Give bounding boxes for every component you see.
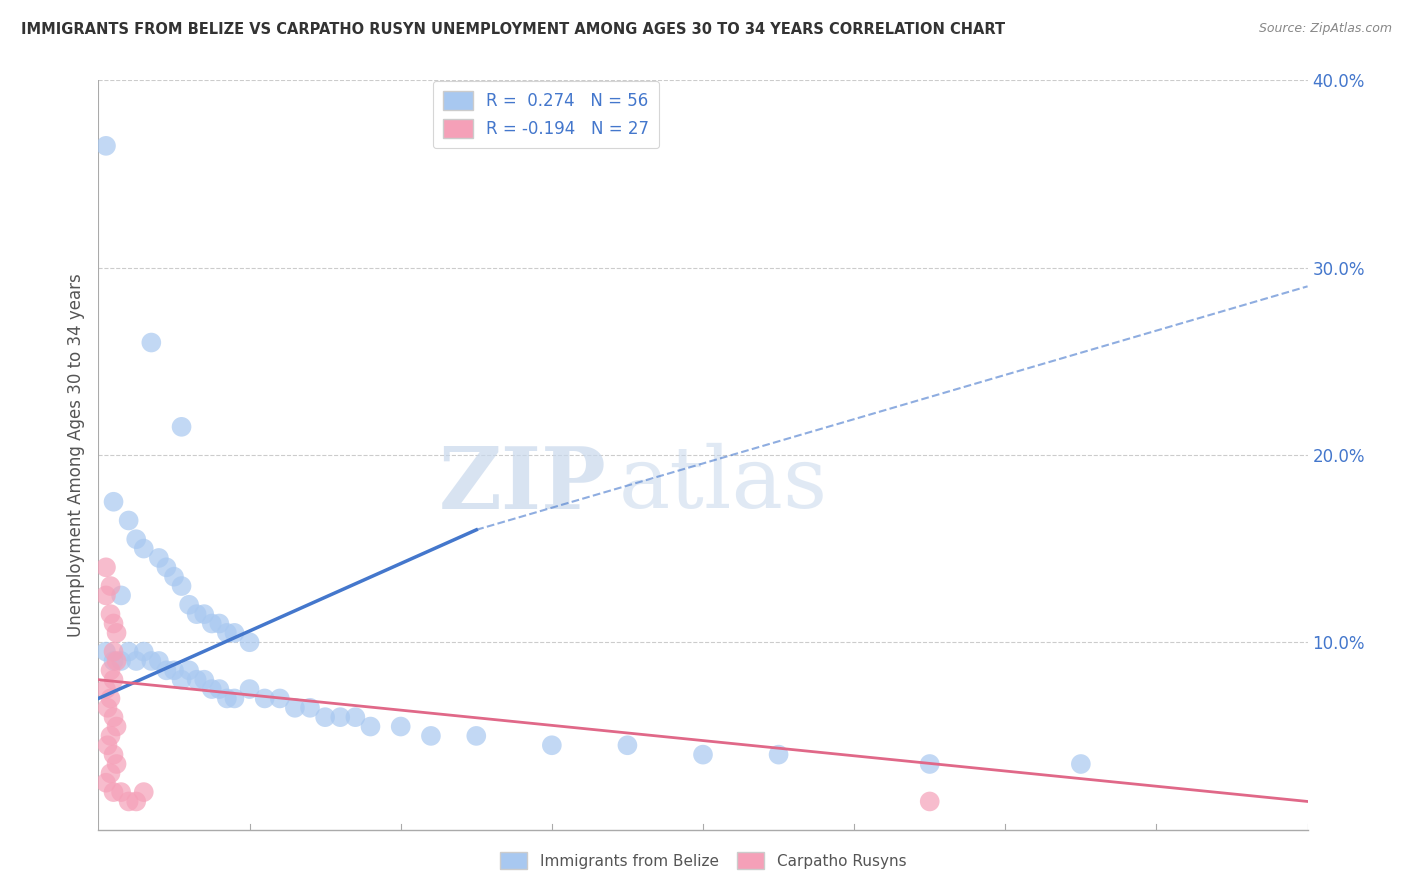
Point: [100, 664, 122, 678]
Point: [132, 541, 155, 556]
Point: [148, 654, 170, 668]
Point: [224, 691, 246, 706]
Point: [110, 785, 132, 799]
Point: [163, 570, 186, 584]
Point: [125, 795, 148, 809]
Point: [215, 626, 238, 640]
Point: [103, 785, 125, 799]
Point: [125, 654, 148, 668]
Point: [201, 682, 224, 697]
Point: [110, 654, 132, 668]
Point: [103, 747, 125, 762]
Point: [389, 719, 412, 733]
Point: [540, 739, 562, 753]
Point: [125, 532, 148, 546]
Point: [105, 654, 128, 668]
Point: [94, 589, 117, 603]
Point: [329, 710, 352, 724]
Point: [103, 494, 125, 508]
Point: [103, 673, 125, 687]
Point: [163, 664, 186, 678]
Point: [193, 607, 215, 621]
Point: [100, 729, 122, 743]
Point: [616, 739, 638, 753]
Point: [420, 729, 443, 743]
Point: [360, 719, 382, 733]
Point: [118, 514, 141, 528]
Point: [186, 673, 208, 687]
Point: [155, 560, 177, 574]
Text: ZIP: ZIP: [439, 443, 606, 527]
Point: [193, 673, 215, 687]
Point: [105, 756, 128, 771]
Point: [103, 616, 125, 631]
Point: [148, 551, 170, 566]
Text: atlas: atlas: [619, 443, 828, 526]
Point: [100, 579, 122, 593]
Point: [132, 644, 155, 658]
Point: [103, 654, 125, 668]
Text: IMMIGRANTS FROM BELIZE VS CARPATHO RUSYN UNEMPLOYMENT AMONG AGES 30 TO 34 YEARS : IMMIGRANTS FROM BELIZE VS CARPATHO RUSYN…: [21, 22, 1005, 37]
Point: [170, 420, 193, 434]
Point: [179, 664, 201, 678]
Point: [170, 673, 193, 687]
Point: [269, 691, 291, 706]
Point: [768, 747, 790, 762]
Point: [141, 335, 163, 350]
Legend: R =  0.274   N = 56, R = -0.194   N = 27: R = 0.274 N = 56, R = -0.194 N = 27: [433, 81, 659, 148]
Point: [170, 579, 193, 593]
Point: [110, 589, 132, 603]
Point: [105, 626, 128, 640]
Point: [100, 691, 122, 706]
Point: [692, 747, 714, 762]
Point: [299, 701, 322, 715]
Point: [224, 626, 246, 640]
Point: [96, 739, 118, 753]
Point: [118, 644, 141, 658]
Point: [103, 644, 125, 658]
Point: [103, 710, 125, 724]
Point: [201, 616, 224, 631]
Point: [215, 691, 238, 706]
Point: [100, 607, 122, 621]
Point: [105, 719, 128, 733]
Point: [132, 785, 155, 799]
Point: [1070, 756, 1092, 771]
Point: [96, 701, 118, 715]
Point: [179, 598, 201, 612]
Point: [918, 756, 941, 771]
Text: Source: ZipAtlas.com: Source: ZipAtlas.com: [1258, 22, 1392, 36]
Point: [314, 710, 336, 724]
Point: [100, 766, 122, 780]
Y-axis label: Unemployment Among Ages 30 to 34 years: Unemployment Among Ages 30 to 34 years: [66, 273, 84, 637]
Point: [94, 138, 117, 153]
Point: [94, 776, 117, 790]
Point: [253, 691, 276, 706]
Point: [208, 616, 231, 631]
Point: [186, 607, 208, 621]
Point: [141, 654, 163, 668]
Point: [344, 710, 367, 724]
Point: [155, 664, 177, 678]
Point: [239, 682, 262, 697]
Point: [284, 701, 307, 715]
Point: [465, 729, 488, 743]
Point: [208, 682, 231, 697]
Point: [94, 560, 117, 574]
Point: [239, 635, 262, 649]
Point: [118, 795, 141, 809]
Point: [94, 644, 117, 658]
Point: [94, 682, 117, 697]
Point: [918, 795, 941, 809]
Legend: Immigrants from Belize, Carpatho Rusyns: Immigrants from Belize, Carpatho Rusyns: [494, 846, 912, 875]
